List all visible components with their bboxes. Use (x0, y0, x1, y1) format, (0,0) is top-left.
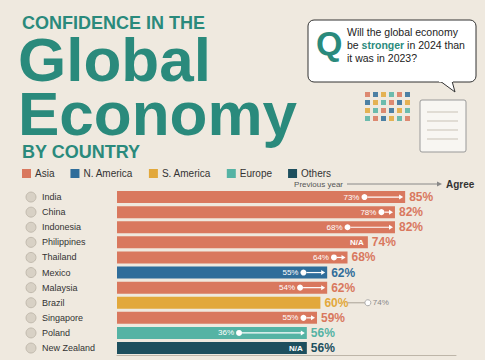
svg-text:Mexico: Mexico (42, 268, 71, 278)
svg-text:N/A: N/A (350, 238, 364, 247)
svg-text:56%: 56% (311, 341, 335, 355)
svg-text:82%: 82% (399, 220, 423, 234)
html-text:Will the global economy be str: Will the global economy be stronger in 2… (347, 26, 465, 64)
svg-text:60%: 60% (324, 296, 348, 310)
svg-text:Europe: Europe (240, 168, 273, 179)
svg-text:Q: Q (316, 24, 342, 62)
svg-text:68%: 68% (352, 250, 376, 264)
svg-text:Thailand: Thailand (42, 252, 77, 262)
svg-text:Indonesia: Indonesia (42, 222, 81, 232)
svg-text:82%: 82% (399, 205, 423, 219)
svg-text:Brazil: Brazil (42, 298, 65, 308)
svg-text:56%: 56% (311, 326, 335, 340)
svg-text:Global: Global (18, 24, 211, 94)
svg-text:54%: 54% (279, 283, 295, 292)
svg-text:Others: Others (301, 168, 331, 179)
svg-text:China: China (42, 207, 66, 217)
svg-text:Poland: Poland (42, 328, 70, 338)
svg-text:62%: 62% (331, 266, 355, 280)
svg-text:59%: 59% (321, 311, 345, 325)
svg-text:Malaysia: Malaysia (42, 283, 78, 293)
svg-text:S. America: S. America (162, 168, 211, 179)
svg-text:64%: 64% (313, 253, 329, 262)
svg-text:India: India (42, 192, 62, 202)
svg-text:Asia: Asia (35, 168, 55, 179)
svg-text:N. America: N. America (83, 168, 132, 179)
svg-text:85%: 85% (409, 190, 433, 204)
svg-text:CONFIDENCE IN THE: CONFIDENCE IN THE (22, 13, 205, 33)
svg-text:55%: 55% (282, 313, 298, 322)
svg-text:74%: 74% (373, 298, 389, 307)
svg-text:N/A: N/A (289, 344, 303, 353)
svg-text:Singapore: Singapore (42, 313, 83, 323)
svg-text:36%: 36% (218, 328, 234, 337)
svg-text:New Zealand: New Zealand (42, 343, 95, 353)
svg-text:Previous year: Previous year (294, 180, 343, 189)
svg-text:73%: 73% (343, 193, 359, 202)
svg-text:55%: 55% (282, 268, 298, 277)
svg-text:BY COUNTRY: BY COUNTRY (22, 142, 140, 162)
svg-text:Philippines: Philippines (42, 237, 86, 247)
svg-text:62%: 62% (331, 281, 355, 295)
svg-text:78%: 78% (360, 208, 376, 217)
svg-text:68%: 68% (327, 223, 343, 232)
svg-text:74%: 74% (372, 235, 396, 249)
svg-text:Economy: Economy (18, 79, 298, 148)
svg-text:Agree: Agree (446, 179, 475, 190)
